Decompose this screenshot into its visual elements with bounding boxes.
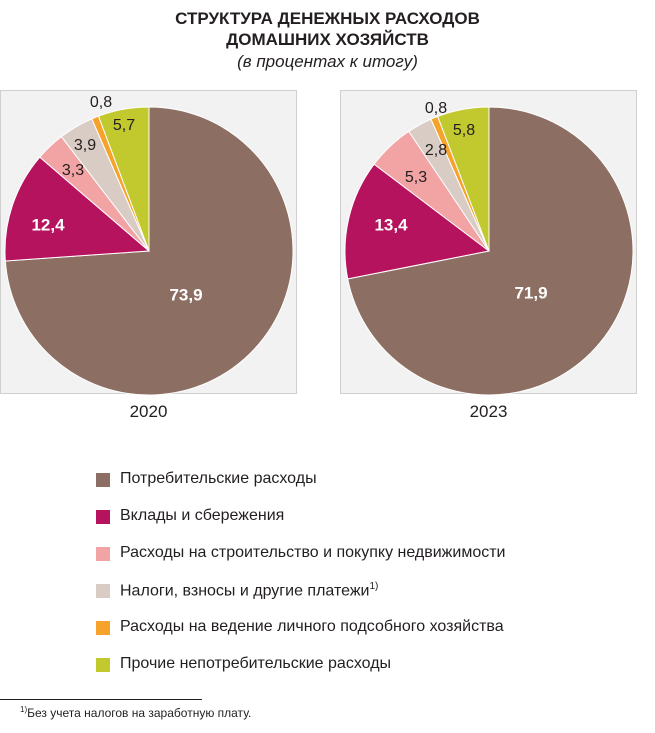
pie-chart-2020: 73,9 12,4 3,3 3,9 0,85,7 <box>4 94 294 395</box>
pie-label-real-estate: 5,3 <box>405 169 427 186</box>
pie-slice-consumer <box>347 106 634 395</box>
pie-label-consumer: 73,9 <box>169 285 202 304</box>
legend-label: Вклады и сбережения <box>120 507 285 524</box>
footnote: 1)Без учета налогов на заработную плату. <box>20 705 251 720</box>
pie-label-consumer: 71,9 <box>514 283 547 302</box>
pie-label-subsidiary-farm: 0,8 <box>425 100 447 117</box>
year-label-2020: 2020 <box>129 402 168 421</box>
legend-label: Расходы на строительство и покупку недви… <box>120 544 506 561</box>
pie-label-other: 5,7 <box>113 117 135 134</box>
legend-swatch <box>96 547 110 561</box>
pie-chart-2023: 71,9 13,4 5,3 2,8 0,8 5,8 <box>344 100 634 395</box>
pie-panel-2023: 71,9 13,4 5,3 2,8 0,8 5,8 <box>340 90 637 395</box>
pie-panel-2020: 73,9 12,4 3,3 3,9 0,8 5,7 <box>0 90 297 395</box>
pie-label-savings: 13,4 <box>374 215 408 234</box>
legend-label: Расходы на ведение личного подсобного хо… <box>120 618 504 635</box>
legend-swatch <box>96 510 110 524</box>
chart-subtitle: (в процентах к итогу) <box>237 52 418 71</box>
pie-label-taxes: 3,9 <box>74 137 96 154</box>
chart-title-line-2: ДОМАШНИХ ХОЗЯЙСТВ <box>226 30 429 49</box>
pie-label-other: 5,8 <box>453 122 475 139</box>
footnote-marker: 1) <box>369 581 379 592</box>
legend-swatch <box>96 473 110 487</box>
pie-slice-other <box>97 106 150 252</box>
year-label-2023: 2023 <box>469 402 508 421</box>
pie-slice-savings <box>344 163 491 280</box>
chart-title-line-1: СТРУКТУРА ДЕНЕЖНЫХ РАСХОДОВ <box>175 9 480 28</box>
pie-label-subsidiary-farm: 0,8 <box>90 94 112 111</box>
footnote-marker: 1) <box>20 705 28 714</box>
legend-swatch <box>96 584 110 598</box>
legend-swatch <box>96 621 110 635</box>
pie-slice-other <box>437 106 490 252</box>
chart-title: СТРУКТУРА ДЕНЕЖНЫХ РАСХОДОВ ДОМАШНИХ ХОЗ… <box>0 8 655 50</box>
pie-label-savings: 12,4 <box>31 215 65 234</box>
legend-label: Прочие непотребительские расходы <box>120 655 392 672</box>
pie-slice-savings <box>4 156 151 262</box>
legend-label: Потребительские расходы <box>120 470 317 487</box>
footnote-divider <box>0 699 202 700</box>
legend-swatch <box>96 658 110 672</box>
pie-label-real-estate: 3,3 <box>62 162 84 179</box>
pie-label-taxes: 2,8 <box>425 142 447 159</box>
legend-label-text: Налоги, взносы и другие платежи <box>120 582 370 600</box>
legend-label: Налоги, взносы и другие платежи1) <box>120 581 378 600</box>
footnote-text: Без учета налогов на заработную плату. <box>27 706 252 720</box>
